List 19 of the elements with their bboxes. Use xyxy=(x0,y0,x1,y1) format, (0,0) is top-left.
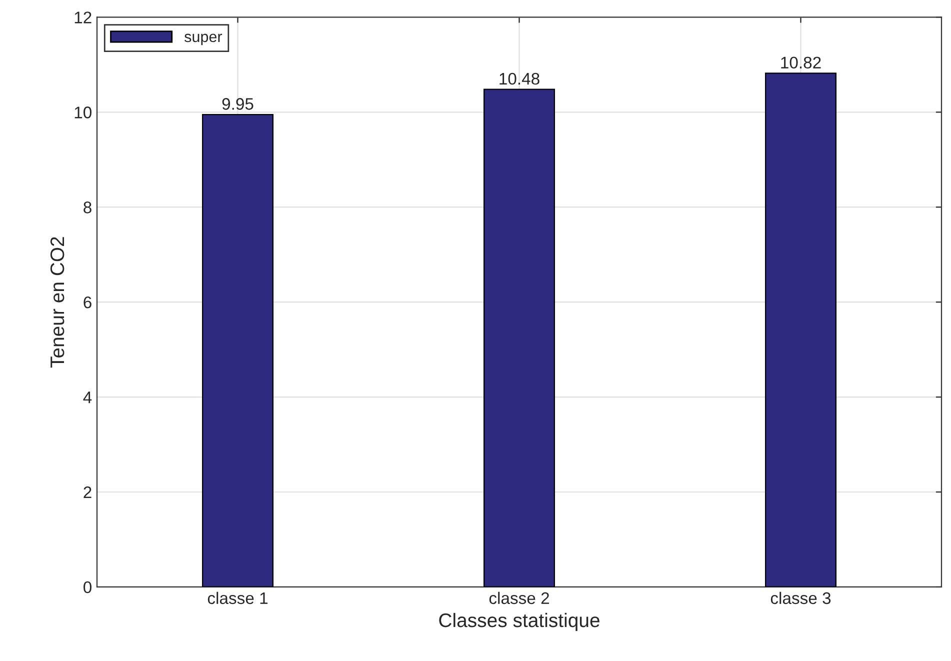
bar xyxy=(202,114,274,587)
y-tick-label: 4 xyxy=(83,392,92,404)
bar xyxy=(484,88,555,587)
y-tick-label: 8 xyxy=(84,202,92,214)
data-label: 10.82 xyxy=(781,56,821,69)
x-tick-label: classe 2 xyxy=(489,592,549,604)
data-label: 9.95 xyxy=(222,98,254,110)
y-tick-label: 6 xyxy=(84,296,92,308)
y-tick-label: 12 xyxy=(74,12,92,24)
bar xyxy=(765,72,836,587)
y-tick-label: 0 xyxy=(84,581,92,594)
y-tick-label: 10 xyxy=(74,106,92,118)
data-label: 10.48 xyxy=(500,72,540,85)
y-axis-title: Teneur en CO2 xyxy=(50,237,64,368)
y-tick-label: 2 xyxy=(84,486,92,498)
x-tick-label: classe 1 xyxy=(208,592,268,604)
legend-label: super xyxy=(184,34,222,46)
x-tick-label: classe 3 xyxy=(770,592,831,604)
x-axis-title: Classes statistique xyxy=(439,612,600,632)
